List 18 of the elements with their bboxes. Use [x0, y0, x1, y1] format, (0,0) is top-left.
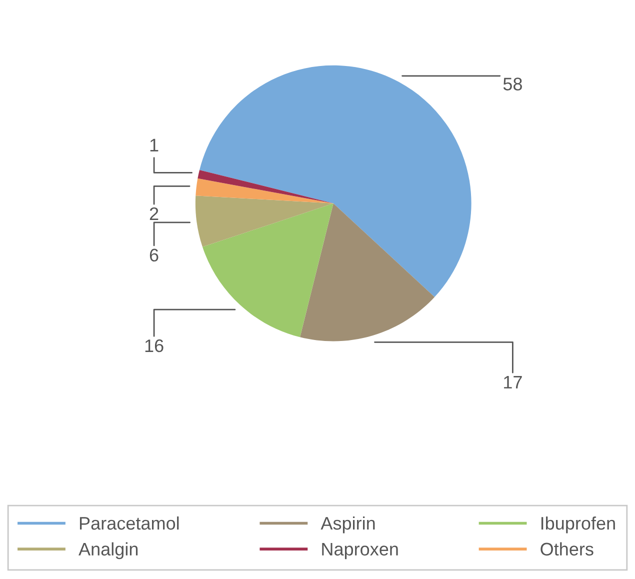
legend-label: Analgin [78, 542, 138, 560]
pie-slice [200, 65, 472, 298]
pie-slice [202, 203, 334, 338]
pie-slice [195, 196, 334, 247]
data-label: 16 [145, 339, 164, 352]
data-label: 17 [504, 376, 522, 388]
legend-label: Others [540, 542, 594, 556]
data-label: 58 [503, 78, 522, 90]
pie-slice [198, 170, 334, 204]
data-label: 2 [150, 207, 158, 220]
data-label: 6 [150, 248, 158, 262]
legend-label: Aspirin [320, 516, 375, 534]
pie-slice [300, 203, 435, 342]
legend-label: Naproxen [322, 542, 398, 560]
pie-slice [196, 178, 334, 204]
legend-label: Ibuprofen [541, 516, 615, 534]
data-label: 1 [150, 138, 158, 152]
legend-label: Paracetamol [80, 516, 179, 530]
